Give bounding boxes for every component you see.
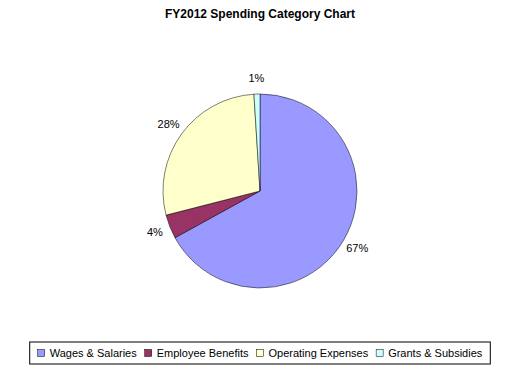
- legend-box: [30, 342, 491, 364]
- slice: [254, 94, 260, 191]
- legend-label: Employee Benefits: [157, 347, 249, 359]
- legend-item: Operating Expenses: [256, 347, 368, 359]
- legend-swatch: [145, 350, 152, 357]
- chart: FY2012 Spending Category Chart 67% 4% 28% 1%…: [0, 0, 520, 373]
- legend: Wages & Salaries Employee Benefits Operati…: [30, 342, 491, 364]
- data-label: 28%: [158, 118, 180, 130]
- data-label: 67%: [346, 242, 368, 254]
- pie: [163, 94, 357, 288]
- legend-item: Employee Benefits: [145, 347, 249, 359]
- slice: [163, 94, 260, 215]
- title: FY2012 Spending Category Chart: [165, 7, 355, 21]
- legend-item: Wages & Salaries: [38, 347, 138, 359]
- data-label: 4%: [147, 226, 163, 238]
- data-label: 1%: [248, 72, 264, 84]
- data-labels: 67% 4% 28% 1%: [147, 72, 369, 254]
- legend-swatch: [376, 350, 383, 357]
- legend-swatch: [38, 350, 45, 357]
- legend-label: Grants & Subsidies: [388, 347, 483, 359]
- legend-item: Grants & Subsidies: [376, 347, 483, 359]
- legend-label: Operating Expenses: [268, 347, 368, 359]
- legend-swatch: [256, 350, 263, 357]
- legend-label: Wages & Salaries: [50, 347, 138, 359]
